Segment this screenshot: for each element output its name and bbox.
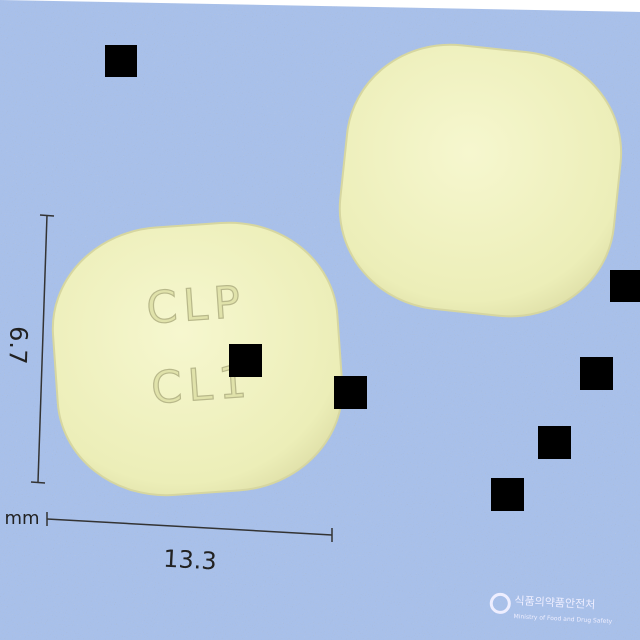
pill-body <box>51 221 344 497</box>
artifact <box>538 426 571 459</box>
artifact <box>491 478 524 511</box>
unit-label: mm <box>4 508 39 529</box>
tick <box>30 481 46 484</box>
pill-front: CLP CL1 <box>51 221 344 497</box>
artifact <box>229 344 262 377</box>
artifact <box>334 376 367 409</box>
imprint-line: CLP <box>145 277 248 335</box>
artifacts <box>105 45 640 511</box>
artifact <box>580 357 613 390</box>
height-label: 6.7 <box>3 326 32 365</box>
logo-mark <box>489 592 511 614</box>
artifact <box>610 270 640 302</box>
pill-back <box>338 43 623 318</box>
pill-body <box>338 43 623 318</box>
height-line <box>37 214 48 483</box>
tick <box>39 214 55 217</box>
width-label: 13.3 <box>163 545 218 576</box>
logo-korean: 식품의약품안전처 <box>514 593 596 611</box>
artifact <box>105 45 137 77</box>
dimension-lines <box>30 214 333 542</box>
width-line <box>46 518 333 536</box>
